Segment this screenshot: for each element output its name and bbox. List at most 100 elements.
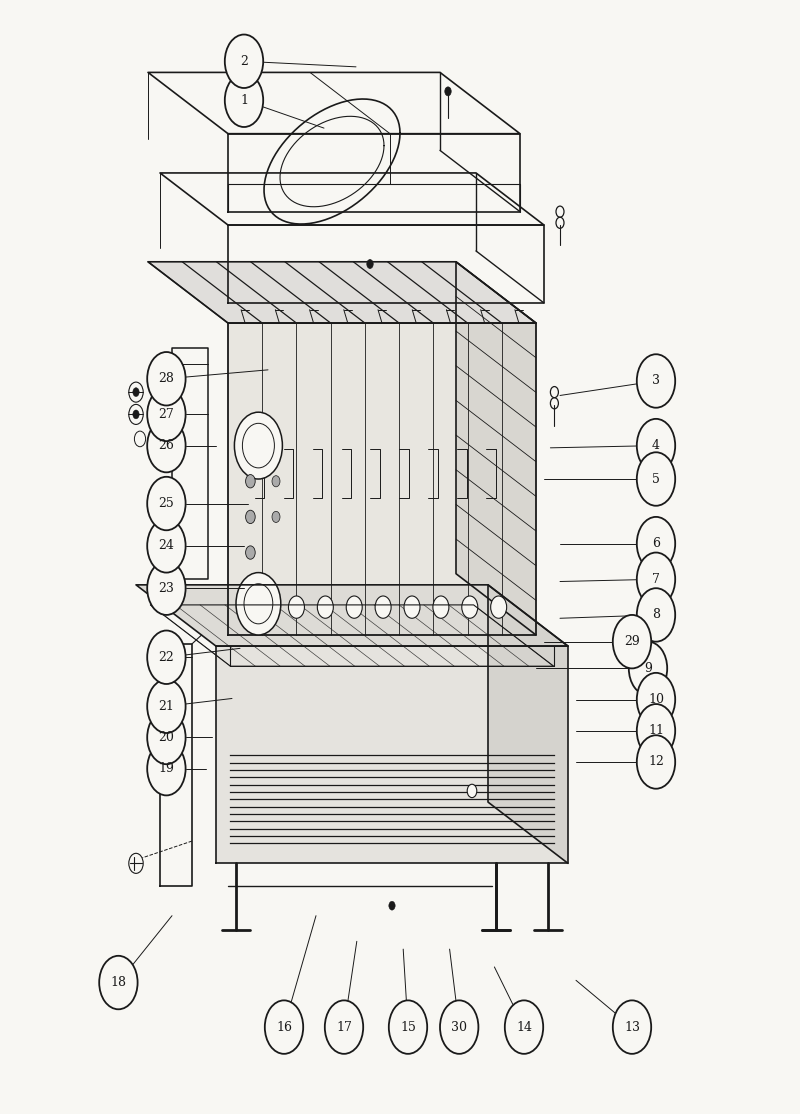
- Circle shape: [147, 631, 186, 684]
- Text: 7: 7: [652, 573, 660, 586]
- Circle shape: [133, 410, 139, 419]
- Circle shape: [440, 1000, 478, 1054]
- Polygon shape: [476, 173, 544, 303]
- Circle shape: [99, 956, 138, 1009]
- Polygon shape: [148, 72, 520, 134]
- Polygon shape: [440, 72, 520, 212]
- Circle shape: [246, 475, 255, 488]
- Circle shape: [613, 615, 651, 668]
- Circle shape: [637, 588, 675, 642]
- Circle shape: [272, 476, 280, 487]
- Circle shape: [637, 419, 675, 472]
- Circle shape: [433, 596, 449, 618]
- Text: 21: 21: [158, 700, 174, 713]
- Polygon shape: [456, 262, 536, 635]
- Circle shape: [244, 584, 273, 624]
- Circle shape: [404, 596, 420, 618]
- Text: 6: 6: [652, 537, 660, 550]
- Circle shape: [129, 404, 143, 424]
- Polygon shape: [488, 585, 568, 863]
- Text: 29: 29: [624, 635, 640, 648]
- Circle shape: [289, 596, 305, 618]
- Circle shape: [462, 596, 478, 618]
- Circle shape: [272, 511, 280, 522]
- Circle shape: [637, 673, 675, 726]
- Text: 16: 16: [276, 1020, 292, 1034]
- Text: 25: 25: [158, 497, 174, 510]
- Polygon shape: [160, 644, 192, 886]
- Text: 17: 17: [336, 1020, 352, 1034]
- Text: 1: 1: [240, 94, 248, 107]
- Text: 22: 22: [158, 651, 174, 664]
- Circle shape: [389, 901, 395, 910]
- Text: 28: 28: [158, 372, 174, 385]
- Circle shape: [613, 1000, 651, 1054]
- Polygon shape: [172, 348, 208, 579]
- Circle shape: [234, 412, 282, 479]
- Text: 11: 11: [648, 724, 664, 737]
- Circle shape: [637, 452, 675, 506]
- Circle shape: [147, 711, 186, 764]
- Circle shape: [265, 1000, 303, 1054]
- Circle shape: [147, 680, 186, 733]
- Text: 8: 8: [652, 608, 660, 622]
- Text: 13: 13: [624, 1020, 640, 1034]
- Circle shape: [467, 784, 477, 798]
- Polygon shape: [228, 225, 544, 303]
- Polygon shape: [160, 173, 544, 225]
- Circle shape: [346, 596, 362, 618]
- Text: 27: 27: [158, 408, 174, 421]
- Text: 14: 14: [516, 1020, 532, 1034]
- Circle shape: [445, 87, 451, 96]
- Circle shape: [225, 35, 263, 88]
- Circle shape: [629, 642, 667, 695]
- Polygon shape: [148, 262, 536, 323]
- Polygon shape: [228, 323, 536, 635]
- Circle shape: [366, 260, 373, 268]
- Circle shape: [147, 519, 186, 573]
- Circle shape: [129, 853, 143, 873]
- Circle shape: [129, 382, 143, 402]
- Circle shape: [242, 423, 274, 468]
- Circle shape: [490, 596, 506, 618]
- Circle shape: [134, 431, 146, 447]
- Text: 10: 10: [648, 693, 664, 706]
- Circle shape: [637, 735, 675, 789]
- Text: 9: 9: [644, 662, 652, 675]
- Circle shape: [133, 388, 139, 397]
- Text: 12: 12: [648, 755, 664, 769]
- Circle shape: [318, 596, 334, 618]
- Circle shape: [637, 517, 675, 570]
- Circle shape: [147, 419, 186, 472]
- Text: 23: 23: [158, 582, 174, 595]
- Text: 4: 4: [652, 439, 660, 452]
- Circle shape: [225, 74, 263, 127]
- Circle shape: [637, 553, 675, 606]
- Circle shape: [505, 1000, 543, 1054]
- Circle shape: [389, 1000, 427, 1054]
- Text: 2: 2: [240, 55, 248, 68]
- Circle shape: [147, 477, 186, 530]
- Circle shape: [147, 352, 186, 405]
- Text: 26: 26: [158, 439, 174, 452]
- Text: 24: 24: [158, 539, 174, 553]
- Polygon shape: [158, 432, 171, 446]
- Circle shape: [236, 573, 281, 635]
- Text: 15: 15: [400, 1020, 416, 1034]
- Circle shape: [246, 546, 255, 559]
- Polygon shape: [158, 410, 171, 423]
- Text: 5: 5: [652, 472, 660, 486]
- Circle shape: [246, 510, 255, 524]
- Text: 18: 18: [110, 976, 126, 989]
- Circle shape: [147, 742, 186, 795]
- Text: 30: 30: [451, 1020, 467, 1034]
- Text: 3: 3: [652, 374, 660, 388]
- Polygon shape: [216, 646, 568, 863]
- Polygon shape: [136, 585, 568, 646]
- Circle shape: [147, 388, 186, 441]
- Circle shape: [637, 354, 675, 408]
- Circle shape: [325, 1000, 363, 1054]
- Circle shape: [147, 561, 186, 615]
- Circle shape: [259, 596, 275, 618]
- Polygon shape: [158, 388, 171, 401]
